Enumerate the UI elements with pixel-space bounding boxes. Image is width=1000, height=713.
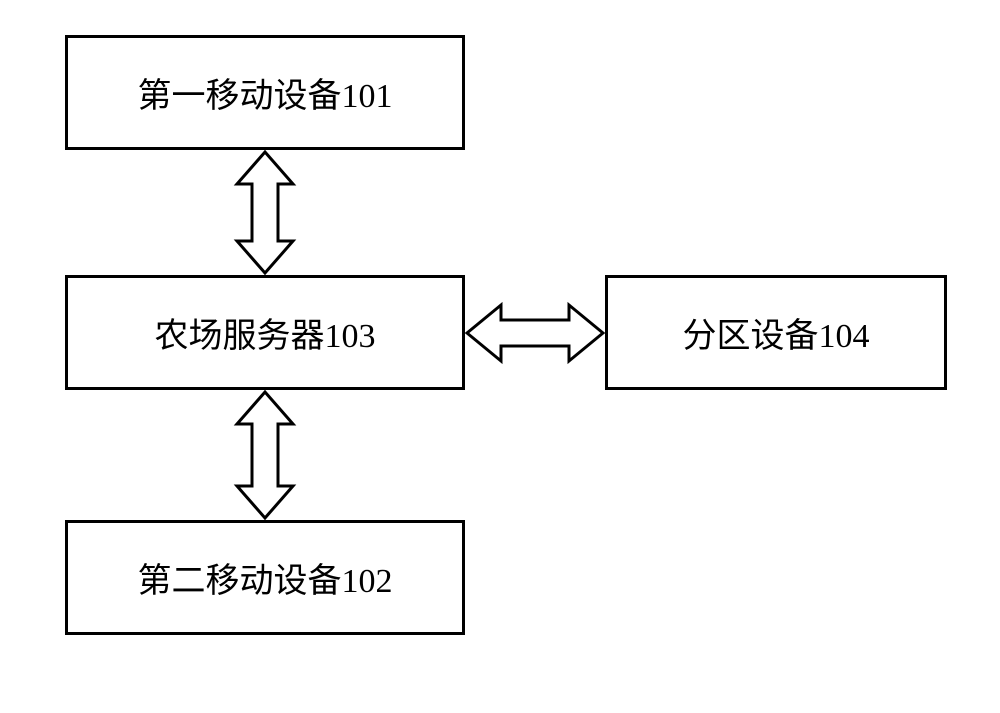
node-label: 第一移动设备101: [138, 68, 393, 117]
node-partition-device: 分区设备104: [605, 275, 947, 390]
node-second-mobile-device: 第二移动设备102: [65, 520, 465, 635]
node-label: 分区设备104: [683, 308, 870, 357]
node-label: 第二移动设备102: [138, 553, 393, 602]
double-arrow-icon: [465, 293, 605, 373]
node-farm-server: 农场服务器103: [65, 275, 465, 390]
diagram-canvas: 第一移动设备101 农场服务器103 分区设备104 第二移动设备102: [0, 0, 1000, 713]
node-label: 农场服务器103: [155, 308, 376, 357]
node-first-mobile-device: 第一移动设备101: [65, 35, 465, 150]
double-arrow-icon: [225, 150, 305, 275]
double-arrow-icon: [225, 390, 305, 520]
